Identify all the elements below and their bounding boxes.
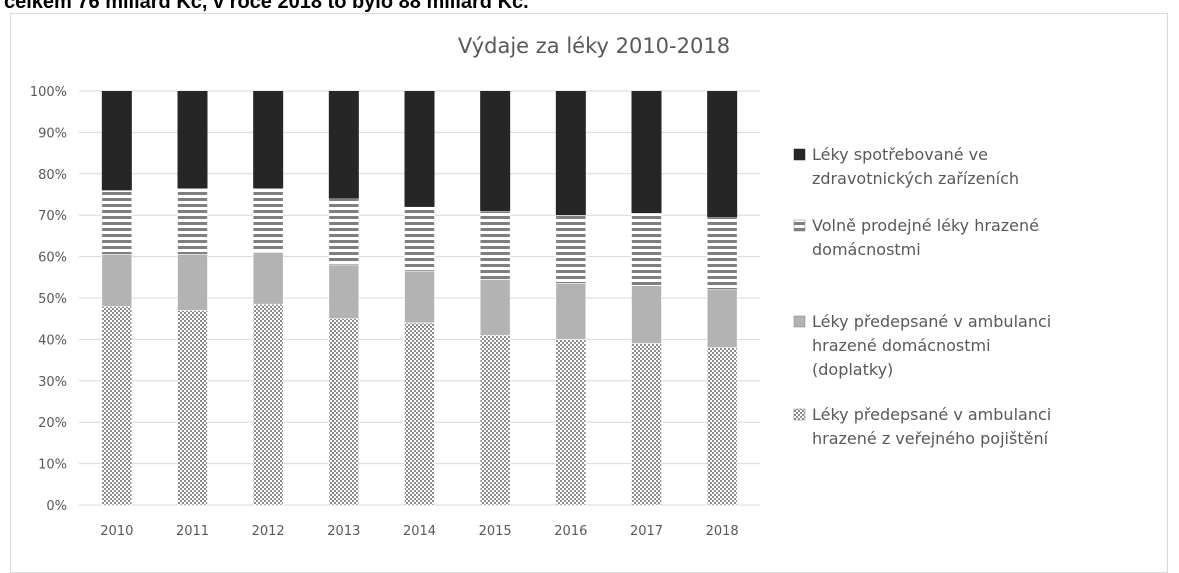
chart-title: Výdaje za léky 2010-2018 — [458, 34, 730, 58]
legend-swatch — [793, 219, 806, 232]
bar-segment — [555, 339, 587, 506]
bar-segment — [101, 91, 132, 191]
bar-segment — [479, 279, 511, 336]
y-tick-label: 60% — [38, 251, 67, 266]
bar-segment — [177, 91, 208, 189]
x-tick-label: 2018 — [706, 524, 739, 539]
legend-swatch — [793, 148, 806, 161]
x-tick-label: 2012 — [252, 524, 285, 539]
bar-segment — [631, 343, 662, 506]
x-tick-label: 2010 — [100, 524, 133, 539]
bar-segment — [101, 254, 133, 307]
stacked-bar-chart: 0%10%20%30%40%50%60%70%80%90%100% 2010 20… — [30, 34, 1051, 539]
caption-text: celkem 76 miliard Kč, v roce 2018 to byl… — [4, 0, 529, 13]
legend: Léky spotřebované ve zdravotnických zaříz… — [793, 145, 1051, 448]
y-tick-label: 40% — [38, 333, 67, 348]
y-tick-label: 0% — [46, 499, 67, 514]
bar-segment — [555, 214, 587, 284]
bar-segment — [252, 187, 284, 253]
bars — [101, 91, 738, 506]
legend-label: zdravotnických zařízeních — [812, 169, 1019, 188]
y-tick-label: 30% — [38, 375, 67, 390]
y-tick-label: 20% — [38, 416, 67, 431]
legend-label: domácnostmi — [812, 240, 921, 259]
bar-segment — [631, 91, 662, 214]
bar-segment — [706, 289, 738, 348]
bar-segment — [404, 91, 435, 207]
bar-segment — [480, 91, 511, 212]
bar-segment — [404, 322, 435, 506]
x-tick-label: 2013 — [327, 524, 360, 539]
x-tick-label: 2015 — [479, 524, 512, 539]
legend-label: (doplatky) — [812, 360, 893, 379]
bar-segment — [706, 216, 738, 291]
bar-segment — [177, 187, 208, 255]
y-tick-label: 50% — [38, 292, 67, 307]
bar-segment — [252, 303, 284, 506]
legend-label: Léky spotřebované ve — [812, 145, 988, 164]
bar-segment — [328, 91, 359, 199]
bar-segment — [404, 270, 435, 324]
x-tick-label: 2011 — [176, 524, 209, 539]
bar-segment — [631, 285, 662, 344]
bar-segment — [555, 283, 587, 340]
y-axis-ticks: 0% 10% 20% 30% 40% 50% 60% 70% 80% 90% 100% — [30, 85, 67, 514]
bar-segment — [253, 91, 284, 189]
bar-segment — [555, 91, 586, 216]
bar-segment — [479, 210, 511, 280]
legend-label: hrazené domácnostmi — [812, 336, 991, 355]
legend-label: Léky předepsané v ambulanci — [812, 312, 1051, 331]
y-tick-label: 70% — [38, 209, 67, 224]
x-tick-label: 2017 — [630, 524, 663, 539]
bar-segment — [101, 305, 133, 506]
bar-segment — [631, 212, 662, 286]
bar-segment — [328, 264, 360, 320]
y-tick-label: 90% — [38, 126, 67, 141]
y-tick-label: 80% — [38, 168, 67, 183]
y-tick-label: 100% — [30, 85, 67, 100]
legend-label: hrazené z veřejného pojištění — [812, 429, 1049, 448]
bar-segment — [328, 318, 360, 506]
bar-segment — [252, 252, 284, 305]
x-tick-label: 2016 — [554, 524, 587, 539]
bar-segment — [404, 206, 435, 272]
bar-segment — [101, 190, 133, 255]
legend-swatch — [793, 408, 806, 421]
y-tick-label: 10% — [38, 458, 67, 473]
legend-swatch — [793, 315, 806, 328]
bar-segment — [706, 347, 738, 506]
bar-segment — [479, 334, 511, 506]
legend-label: Léky předepsané v ambulanci — [812, 405, 1051, 424]
x-axis-ticks: 2010 2011 2012 2013 2014 2015 2016 2017 2018 — [100, 524, 738, 539]
legend-label: Volně prodejné léky hrazené — [812, 216, 1039, 235]
bar-segment — [328, 198, 360, 266]
x-tick-label: 2014 — [403, 524, 436, 539]
bar-segment — [177, 310, 208, 506]
bar-segment — [707, 91, 738, 218]
bar-segment — [177, 254, 208, 311]
